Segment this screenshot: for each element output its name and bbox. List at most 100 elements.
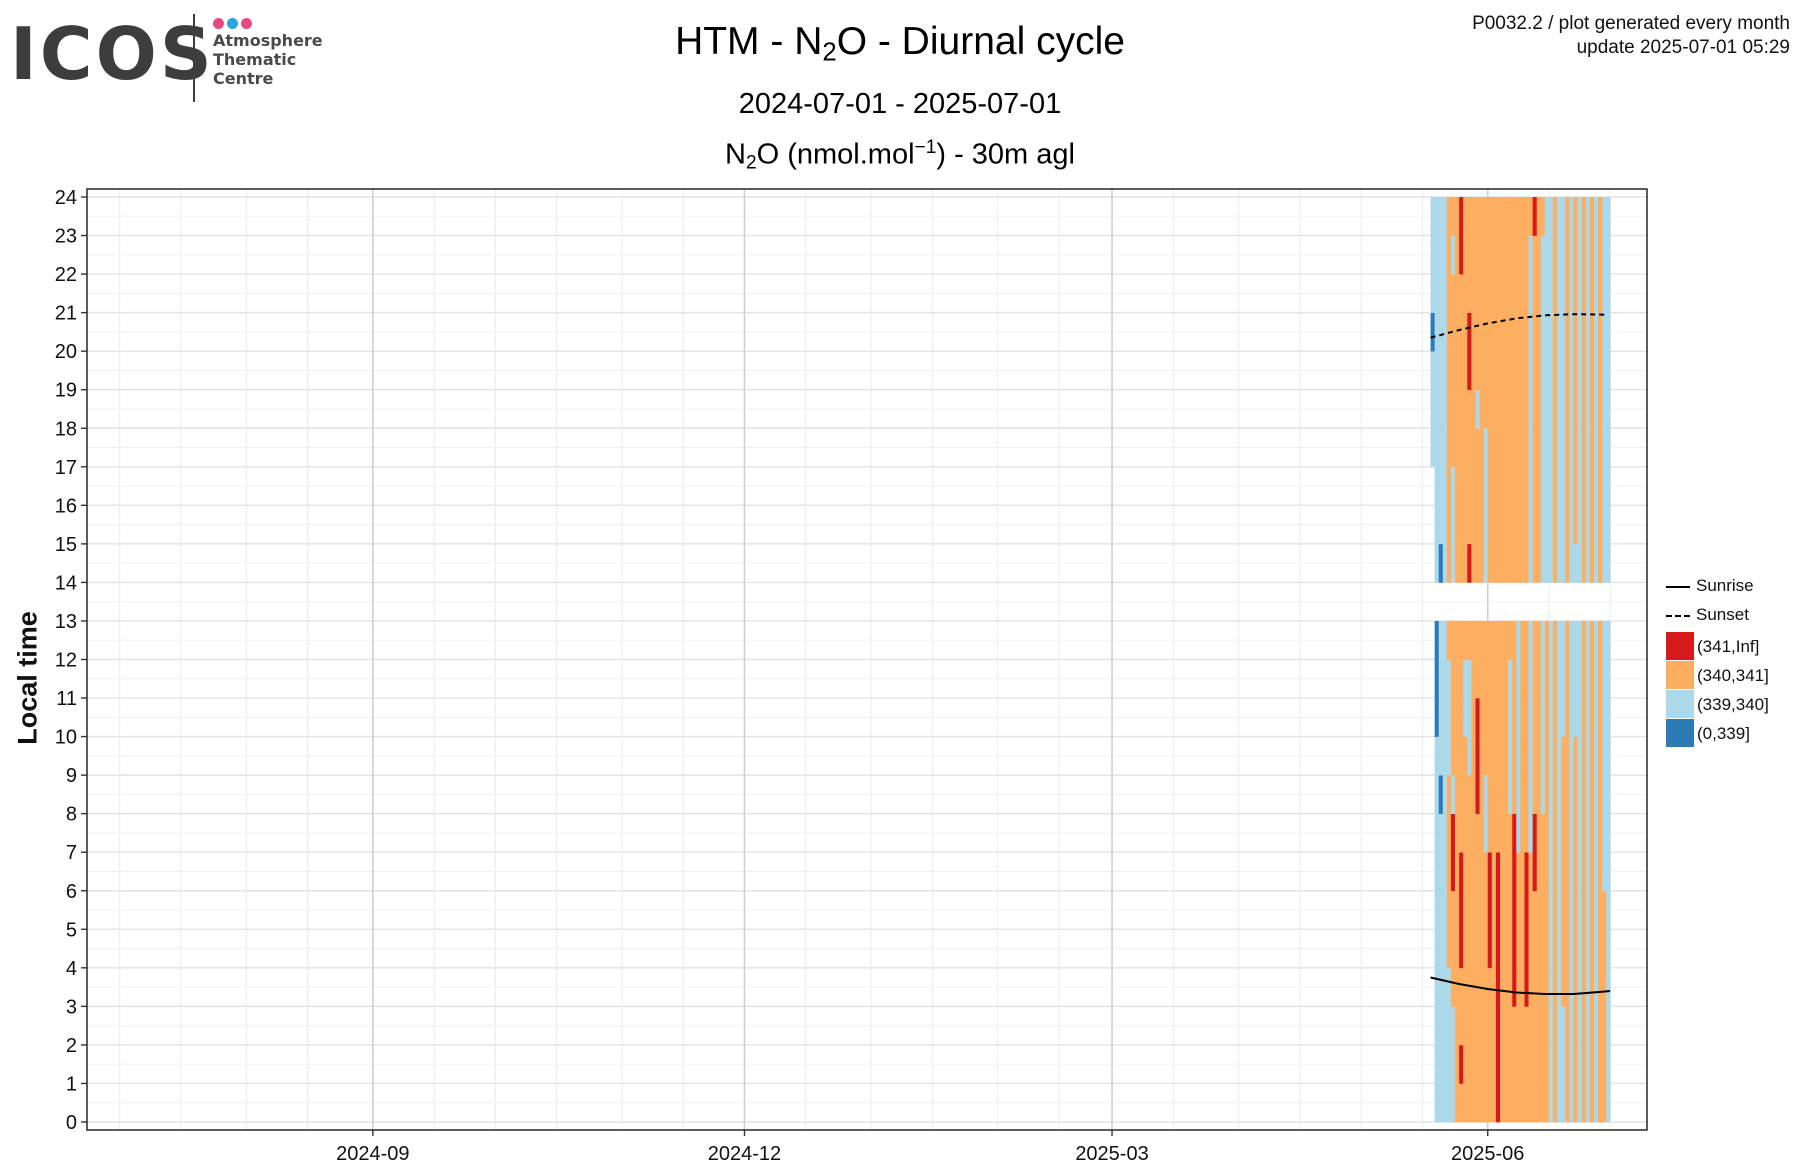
heatmap-cell	[1561, 313, 1565, 352]
heatmap-cell	[1488, 351, 1492, 390]
heatmap-cell	[1565, 737, 1569, 776]
heatmap-cell	[1447, 660, 1451, 699]
y-tick-label: 1	[66, 1073, 77, 1095]
heatmap-cell	[1524, 1083, 1528, 1122]
heatmap-cell	[1586, 236, 1590, 275]
heatmap-cell	[1529, 775, 1533, 814]
heatmap-cell	[1524, 891, 1528, 930]
heatmap-cell	[1484, 737, 1488, 776]
heatmap-cell	[1439, 891, 1443, 930]
heatmap-cell	[1533, 313, 1537, 352]
heatmap-cell	[1467, 197, 1471, 236]
heatmap-cell	[1561, 197, 1565, 236]
heatmap-cell	[1578, 313, 1582, 352]
heatmap-cell	[1459, 467, 1463, 506]
heatmap-cell	[1602, 313, 1606, 352]
heatmap-cell	[1594, 313, 1598, 352]
heatmap-cell	[1541, 505, 1545, 544]
heatmap-cell	[1451, 698, 1455, 737]
heatmap-cell	[1459, 351, 1463, 390]
heatmap-cell	[1447, 274, 1451, 313]
heatmap-cell	[1598, 1006, 1602, 1045]
heatmap-cell	[1447, 1045, 1451, 1084]
heatmap-cell	[1512, 544, 1516, 583]
heatmap-cell	[1557, 467, 1561, 506]
heatmap-cell	[1520, 236, 1524, 275]
heatmap-cell	[1492, 351, 1496, 390]
heatmap-cell	[1524, 1045, 1528, 1084]
heatmap-cell	[1561, 390, 1565, 429]
heatmap-cell	[1500, 775, 1504, 814]
heatmap-cell	[1524, 814, 1528, 853]
heatmap-cell	[1516, 621, 1520, 660]
y-tick-label: 17	[55, 457, 77, 479]
heatmap-cell	[1582, 1006, 1586, 1045]
heatmap-cell	[1516, 852, 1520, 891]
heatmap-cell	[1553, 891, 1557, 930]
heatmap-cell	[1537, 274, 1541, 313]
heatmap-cell	[1602, 698, 1606, 737]
heatmap-cell	[1569, 428, 1573, 467]
heatmap-cell	[1467, 929, 1471, 968]
heatmap-cell	[1439, 1045, 1443, 1084]
heatmap-cell	[1537, 351, 1541, 390]
heatmap-cell	[1520, 467, 1524, 506]
heatmap-cell	[1435, 1006, 1439, 1045]
heatmap-cell	[1480, 621, 1484, 660]
heatmap-cell	[1459, 1083, 1463, 1122]
heatmap-cell	[1541, 660, 1545, 699]
heatmap-cell	[1565, 505, 1569, 544]
heatmap-cell	[1480, 1045, 1484, 1084]
heatmap-cell	[1492, 1045, 1496, 1084]
heatmap-cell	[1520, 1083, 1524, 1122]
heatmap-cell	[1590, 621, 1594, 660]
heatmap-cell	[1553, 467, 1557, 506]
heatmap-cell	[1590, 1083, 1594, 1122]
heatmap-cell	[1475, 313, 1479, 352]
heatmap-cell	[1590, 698, 1594, 737]
heatmap-cell	[1557, 544, 1561, 583]
heatmap-cell	[1516, 929, 1520, 968]
heatmap-cell	[1451, 390, 1455, 429]
heatmap-cell	[1573, 390, 1577, 429]
heatmap-cell	[1578, 968, 1582, 1007]
heatmap-cell	[1537, 1006, 1541, 1045]
heatmap-cell	[1569, 1045, 1573, 1084]
heatmap-cell	[1594, 775, 1598, 814]
heatmap-cell	[1484, 467, 1488, 506]
heatmap-cell	[1451, 505, 1455, 544]
heatmap-cell	[1459, 621, 1463, 660]
heatmap-cell	[1504, 428, 1508, 467]
heatmap-cell	[1606, 197, 1610, 236]
heatmap-cell	[1565, 428, 1569, 467]
heatmap-cell	[1594, 968, 1598, 1007]
heatmap-cell	[1557, 1045, 1561, 1084]
y-tick-label: 10	[55, 727, 77, 749]
heatmap-cell	[1463, 544, 1467, 583]
heatmap-cell	[1496, 274, 1500, 313]
heatmap-cell	[1545, 467, 1549, 506]
heatmap-cell	[1594, 1045, 1598, 1084]
heatmap-cell	[1492, 852, 1496, 891]
heatmap-cell	[1484, 929, 1488, 968]
y-tick-label: 19	[55, 380, 77, 402]
heatmap-cell	[1496, 929, 1500, 968]
heatmap-cell	[1529, 390, 1533, 429]
heatmap-cell	[1590, 467, 1594, 506]
heatmap-cell	[1578, 737, 1582, 776]
heatmap-cell	[1557, 968, 1561, 1007]
heatmap-cell	[1594, 390, 1598, 429]
heatmap-cell	[1565, 852, 1569, 891]
heatmap-cell	[1573, 968, 1577, 1007]
heatmap-cell	[1586, 660, 1590, 699]
heatmap-cell	[1553, 505, 1557, 544]
heatmap-cell	[1484, 390, 1488, 429]
heatmap-cell	[1537, 968, 1541, 1007]
heatmap-cell	[1492, 428, 1496, 467]
heatmap-cell	[1455, 968, 1459, 1007]
heatmap-cell	[1447, 390, 1451, 429]
heatmap-cell	[1451, 274, 1455, 313]
heatmap-cell	[1463, 351, 1467, 390]
y-axis-label-text: Local time	[13, 611, 44, 745]
heatmap-cell	[1533, 621, 1537, 660]
